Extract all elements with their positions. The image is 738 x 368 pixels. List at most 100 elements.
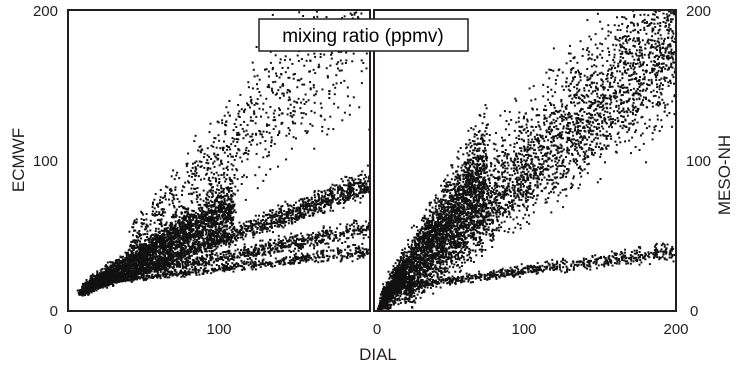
data-point	[148, 270, 151, 273]
data-point	[199, 246, 202, 249]
data-point	[186, 242, 189, 244]
data-point	[164, 229, 167, 231]
data-point	[331, 197, 334, 200]
data-point	[169, 223, 172, 226]
data-point	[265, 214, 268, 217]
data-point	[83, 287, 86, 290]
data-point	[324, 200, 327, 203]
data-point	[362, 237, 365, 240]
data-point	[181, 263, 184, 266]
data-point	[233, 209, 236, 212]
data-point	[180, 238, 183, 241]
data-point	[277, 204, 280, 207]
data-point	[198, 263, 201, 266]
data-point	[345, 237, 348, 240]
data-point	[350, 176, 353, 179]
data-point	[304, 201, 307, 204]
data-point	[291, 209, 294, 212]
data-point	[261, 227, 264, 229]
data-point	[340, 178, 343, 180]
data-point	[256, 228, 259, 230]
data-point	[207, 211, 210, 214]
data-point	[89, 288, 92, 291]
data-point	[329, 226, 331, 229]
data-point	[321, 191, 323, 194]
data-point	[145, 256, 147, 259]
data-point	[310, 204, 313, 207]
data-point	[148, 251, 151, 254]
data-point	[304, 212, 307, 215]
data-point	[228, 204, 231, 206]
data-point	[335, 236, 338, 239]
data-point	[201, 237, 204, 239]
data-point	[160, 229, 163, 232]
data-point	[364, 229, 367, 232]
data-point	[215, 213, 218, 216]
data-point	[214, 226, 217, 229]
data-point	[280, 241, 283, 244]
data-point	[187, 261, 190, 264]
data-point	[259, 228, 262, 231]
data-point	[225, 241, 228, 244]
data-point	[221, 226, 224, 229]
data-point	[344, 195, 347, 198]
data-point	[352, 230, 355, 233]
data-point	[166, 252, 169, 254]
data-point	[281, 205, 284, 207]
data-point	[207, 232, 210, 235]
data-point	[217, 217, 219, 220]
data-point	[203, 260, 206, 263]
data-point	[251, 226, 254, 229]
data-point	[209, 225, 212, 228]
data-point	[198, 208, 201, 211]
data-point	[156, 250, 158, 253]
data-point	[246, 225, 249, 228]
data-point	[208, 218, 211, 221]
data-point	[108, 268, 111, 271]
data-point	[286, 245, 288, 248]
data-point	[206, 239, 209, 242]
data-point	[198, 244, 201, 247]
data-point	[331, 239, 334, 242]
data-point	[82, 284, 85, 287]
data-point	[154, 258, 157, 261]
data-point	[249, 224, 252, 227]
data-point	[195, 233, 198, 236]
data-point	[122, 276, 125, 279]
data-point	[244, 225, 247, 228]
data-point	[152, 249, 155, 252]
data-point	[114, 267, 117, 270]
data-point	[286, 214, 289, 217]
data-point	[169, 229, 172, 232]
data-point	[214, 240, 217, 243]
data-point	[189, 257, 191, 260]
data-point	[109, 283, 112, 285]
data-point	[213, 230, 216, 233]
data-point	[221, 222, 224, 225]
data-point	[201, 206, 204, 209]
data-point	[259, 239, 262, 242]
data-point	[200, 232, 203, 235]
data-point	[347, 187, 350, 190]
data-point	[150, 241, 152, 244]
data-point	[341, 242, 344, 244]
data-point	[341, 180, 344, 183]
data-point	[222, 196, 225, 198]
data-point	[238, 221, 241, 224]
data-point	[191, 242, 194, 245]
data-point	[96, 273, 98, 276]
data-point	[323, 196, 326, 199]
data-point	[198, 215, 201, 218]
data-point	[347, 193, 350, 195]
data-point	[191, 219, 194, 222]
data-point	[220, 207, 223, 210]
data-point	[246, 258, 249, 261]
data-point	[278, 216, 281, 219]
data-point	[326, 189, 329, 192]
data-point	[366, 164, 369, 167]
data-point	[234, 193, 236, 196]
data-point	[261, 231, 264, 234]
data-point	[253, 232, 256, 235]
data-point	[190, 266, 193, 269]
data-point	[307, 205, 310, 208]
